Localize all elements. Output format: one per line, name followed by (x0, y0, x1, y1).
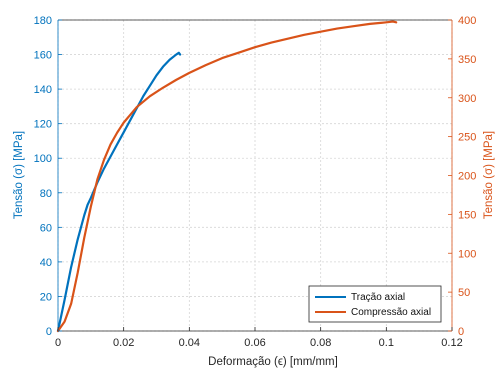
x-tick-label: 0.12 (441, 337, 462, 349)
x-tick-label: 0.02 (113, 337, 134, 349)
x-axis-label: Deformação (ϵ) [mm/mm] (208, 356, 338, 368)
right-y-tick-labels: 0 50 100 150 200 250 300 350 400 (458, 15, 476, 338)
right-y-tick-label: 250 (458, 132, 476, 144)
x-tick-label: 0.08 (310, 337, 331, 349)
x-tick-label: 0.04 (179, 337, 200, 349)
series-line-tracao-axial (56, 51, 182, 333)
left-y-tick-label: 80 (40, 188, 52, 200)
left-y-tick-label: 160 (34, 50, 52, 62)
x-tick-label: 0 (55, 337, 61, 349)
legend-box (308, 285, 442, 323)
left-y-tick-label: 20 (40, 291, 52, 303)
left-y-tick-label: 100 (34, 153, 52, 165)
left-y-axis-label: Tensão (σ) [MPa] (13, 131, 25, 219)
right-y-tick-label: 300 (458, 93, 476, 105)
right-y-tick-label: 200 (458, 171, 476, 183)
series-line-compressao-axial (56, 20, 398, 333)
right-y-tick-label: 50 (458, 287, 470, 299)
left-y-tick-label: 0 (46, 326, 52, 338)
legend: Tração axial Compressão axial (308, 285, 442, 323)
series-layer (56, 20, 398, 333)
left-y-tick-label: 180 (34, 15, 52, 27)
left-y-tick-label: 120 (34, 119, 52, 131)
left-y-tick-labels: 0 20 40 60 80 100 120 140 160 180 (34, 15, 52, 338)
legend-label-compressao: Compressão axial (351, 307, 431, 318)
left-y-tick-label: 140 (34, 84, 52, 96)
legend-label-tracao: Tração axial (351, 292, 405, 303)
axes-layer (57, 19, 453, 332)
right-y-tick-label: 400 (458, 15, 476, 27)
right-y-tick-label: 0 (458, 326, 464, 338)
right-y-tick-label: 150 (458, 209, 476, 221)
right-y-tick-label: 350 (458, 54, 476, 66)
right-y-axis-label: Tensão (σ) [MPa] (483, 131, 495, 219)
x-tick-labels: 0 0.02 0.04 0.06 0.08 0.1 0.12 (55, 337, 463, 349)
left-y-tick-label: 60 (40, 222, 52, 234)
left-y-tick-label: 40 (40, 257, 52, 269)
right-y-tick-label: 100 (458, 248, 476, 260)
x-tick-label: 0.1 (379, 337, 394, 349)
x-tick-label: 0.06 (244, 337, 265, 349)
